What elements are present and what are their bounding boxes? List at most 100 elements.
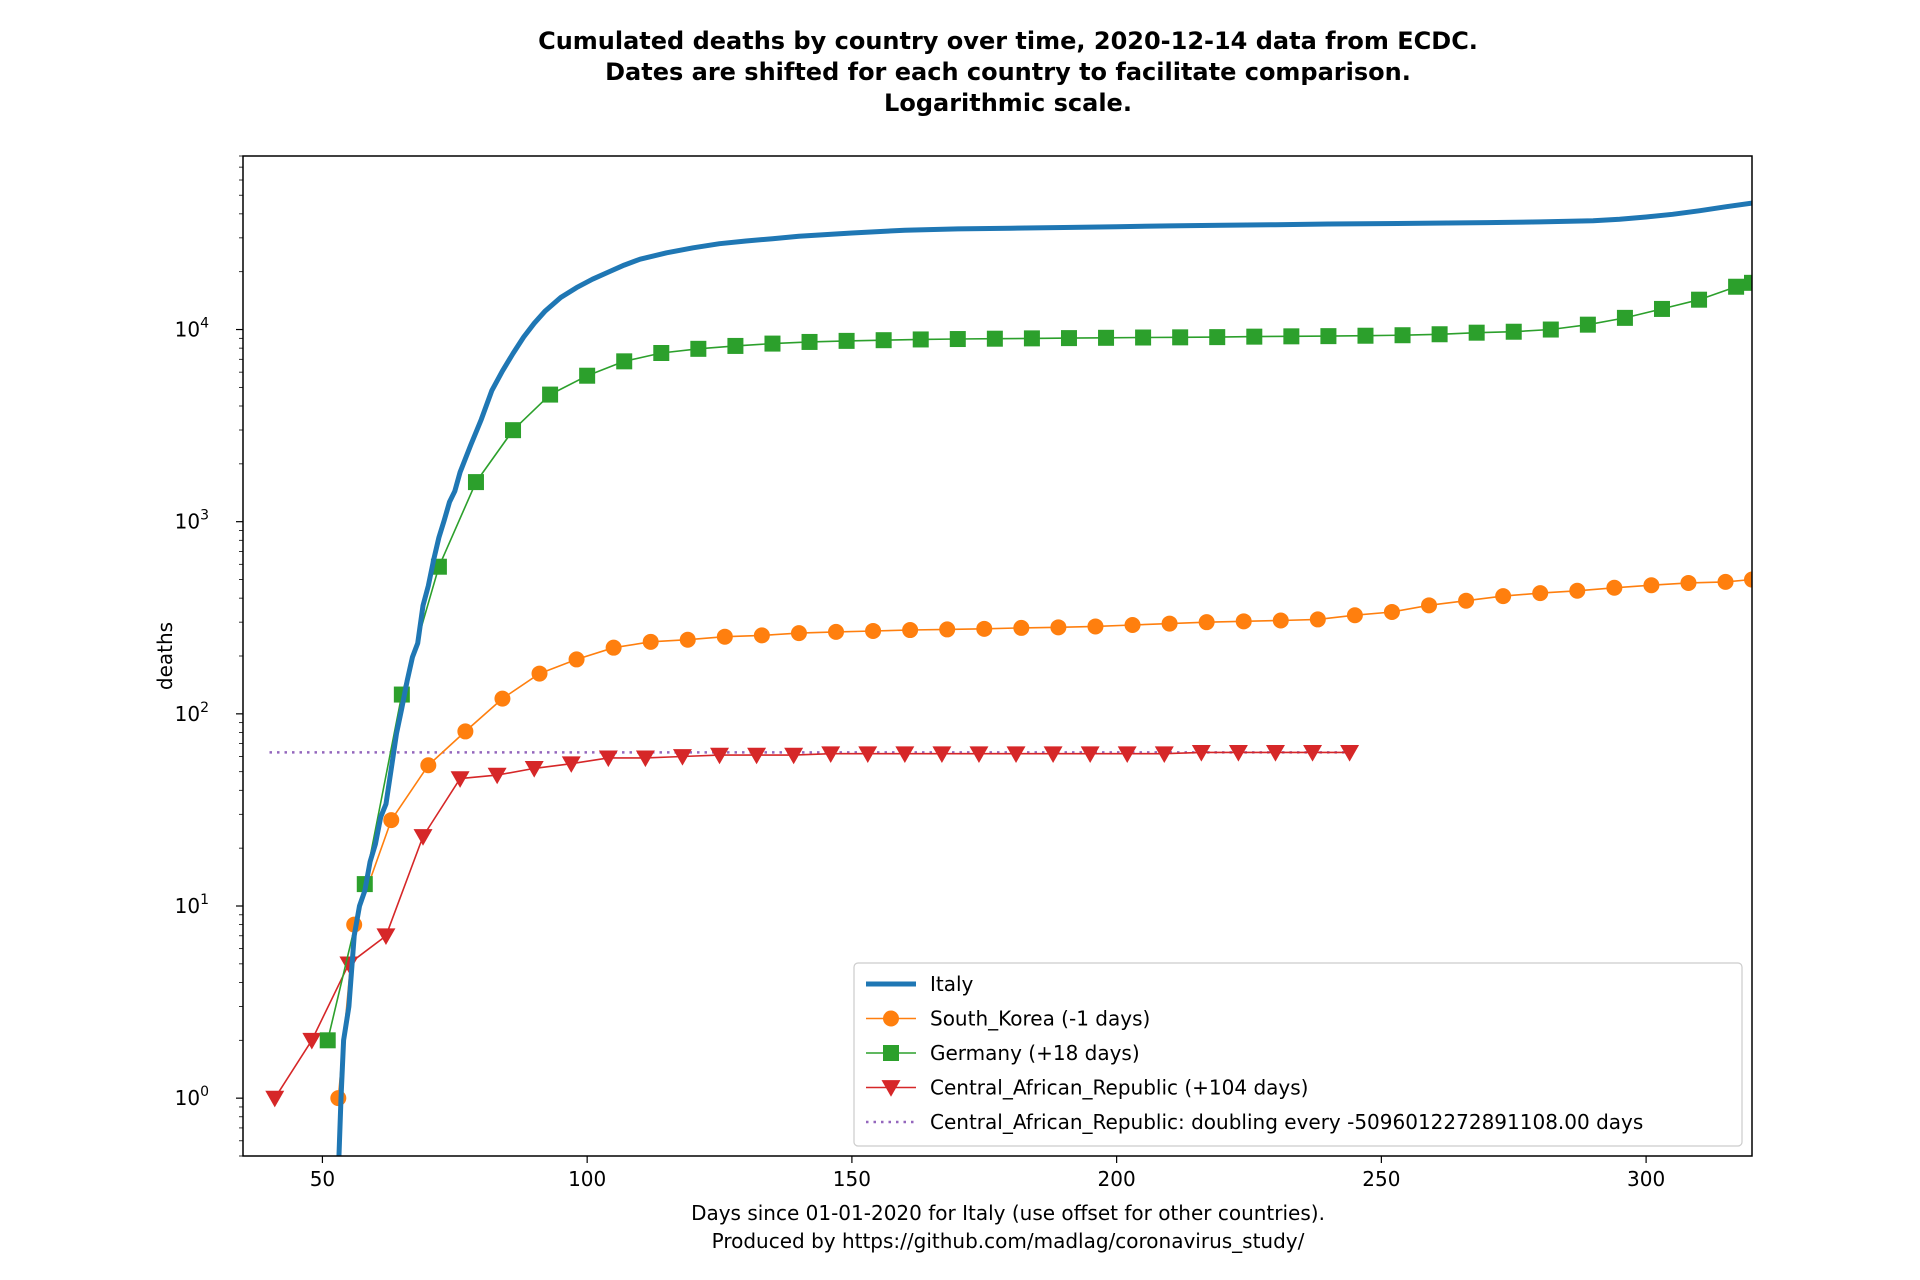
- data-point: [1653, 300, 1670, 317]
- y-tick-base: 10: [175, 702, 200, 726]
- data-point: [821, 746, 841, 763]
- y-tick-base: 10: [175, 1086, 200, 1110]
- series-germany-18-days: [319, 274, 1752, 1049]
- data-point: [1013, 619, 1030, 636]
- data-point: [1228, 745, 1248, 762]
- legend-box: [853, 962, 1743, 1147]
- legend-entry: Central_African_Republic (+104 days): [866, 1076, 1308, 1100]
- data-point: [1303, 745, 1323, 762]
- data-point: [383, 812, 400, 829]
- series-line: [274, 751, 1350, 1099]
- x-tick-label: 200: [1098, 1167, 1136, 1191]
- legend-entry: Central_African_Republic: doubling every…: [866, 1110, 1643, 1134]
- data-point: [932, 746, 952, 763]
- data-point: [1209, 329, 1226, 346]
- chart-title-line-2: Dates are shifted for each country to fa…: [605, 58, 1411, 86]
- data-point: [1383, 603, 1400, 620]
- legend: Italy South_Korea (-1 days) Germany (+18 d…: [853, 962, 1743, 1147]
- data-point: [969, 746, 989, 763]
- data-point: [1235, 613, 1252, 630]
- data-point: [710, 747, 730, 765]
- data-point: [679, 631, 696, 648]
- y-tick-exponent: 2: [200, 700, 209, 716]
- data-point: [1246, 328, 1263, 345]
- data-point: [939, 621, 956, 638]
- data-point: [1198, 614, 1215, 631]
- y-tick-label: 100: [175, 1084, 209, 1110]
- legend-label: Central_African_Republic (+104 days): [930, 1076, 1308, 1100]
- data-point: [912, 331, 929, 348]
- data-point: [801, 333, 818, 350]
- data-point: [1495, 588, 1512, 605]
- data-point: [828, 623, 845, 640]
- data-point: [1357, 327, 1374, 344]
- legend-label: Italy: [930, 972, 974, 996]
- data-point: [1161, 615, 1178, 632]
- data-point: [1691, 291, 1708, 308]
- legend-marker: [881, 1080, 901, 1097]
- data-point: [1744, 274, 1752, 291]
- data-point: [598, 750, 618, 768]
- y-tick-exponent: 3: [200, 508, 209, 524]
- data-point: [1458, 592, 1475, 609]
- data-point: [420, 757, 437, 774]
- data-point: [1643, 577, 1660, 594]
- data-point: [865, 622, 882, 639]
- data-point: [1606, 579, 1623, 596]
- data-point: [494, 690, 511, 707]
- y-tick-label: 103: [175, 508, 209, 534]
- data-point: [1744, 571, 1752, 588]
- y-tick-base: 10: [175, 510, 200, 534]
- data-point: [1728, 278, 1745, 295]
- data-point: [1569, 582, 1586, 599]
- x-tick-label: 50: [310, 1167, 335, 1191]
- y-tick-label: 104: [175, 316, 209, 342]
- x-tick-label: 150: [833, 1167, 871, 1191]
- data-point: [1117, 746, 1137, 763]
- y-tick-label: 101: [175, 892, 209, 918]
- data-point: [1006, 746, 1026, 763]
- data-point: [747, 747, 767, 765]
- data-point: [642, 633, 659, 650]
- data-point: [1050, 619, 1067, 636]
- data-point: [895, 746, 915, 763]
- legend-label: South_Korea (-1 days): [930, 1007, 1150, 1031]
- series-line: [326, 282, 1752, 1041]
- data-point: [568, 651, 585, 668]
- series-south-korea-1-days: [330, 571, 1752, 1107]
- data-point: [1191, 745, 1211, 762]
- data-point: [505, 422, 522, 439]
- y-tick-exponent: 4: [200, 316, 209, 332]
- series-layer: [265, 200, 1752, 1156]
- series-line: [336, 200, 1752, 1156]
- data-point: [976, 620, 993, 637]
- chart-title-line-1: Cumulated deaths by country over time, 2…: [538, 27, 1478, 55]
- series-line: [337, 578, 1752, 1099]
- data-point: [1023, 330, 1040, 347]
- y-tick-label: 102: [175, 700, 209, 726]
- x-tick-label: 100: [568, 1167, 606, 1191]
- data-point: [524, 761, 544, 778]
- legend-marker: [883, 1045, 899, 1061]
- data-point: [1468, 324, 1485, 341]
- data-point: [1616, 309, 1633, 326]
- legend-label: Central_African_Republic: doubling every…: [930, 1110, 1643, 1134]
- legend-entry: Germany (+18 days): [866, 1041, 1140, 1065]
- chart-title-line-3: Logarithmic scale.: [884, 89, 1132, 117]
- legend-marker: [883, 1010, 899, 1027]
- data-point: [376, 928, 396, 945]
- data-point: [1320, 328, 1337, 345]
- data-point: [579, 367, 596, 384]
- data-point: [561, 756, 581, 773]
- data-point: [784, 747, 804, 765]
- data-point: [302, 1032, 322, 1050]
- data-point: [949, 331, 966, 348]
- data-point: [457, 723, 474, 740]
- data-point: [1087, 618, 1104, 635]
- data-point: [1680, 574, 1697, 591]
- y-tick-base: 10: [175, 894, 200, 918]
- x-axis: 50 100 150 200 250 300: [310, 1156, 1665, 1191]
- data-point: [727, 337, 744, 354]
- data-point: [1309, 611, 1326, 628]
